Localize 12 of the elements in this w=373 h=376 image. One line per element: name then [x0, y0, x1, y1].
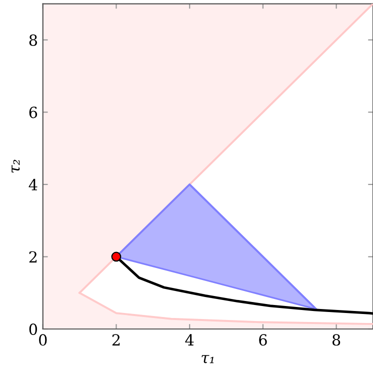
y-tick-label: 8 — [29, 34, 38, 46]
x-tick-label: 2 — [112, 334, 120, 346]
y-tick-label: 0 — [29, 323, 38, 336]
y-tick-label: 6 — [29, 106, 38, 118]
x-tick-label: 8 — [332, 334, 340, 346]
y-tick-label: 2 — [29, 251, 37, 263]
x-tick-label: 4 — [185, 334, 194, 346]
x-axis-title: τ₁ — [202, 355, 214, 364]
x-tick-label: 6 — [259, 334, 267, 346]
y-tick-label: 4 — [28, 178, 38, 190]
y-axis-title: τ₂ — [12, 160, 20, 173]
x-tick-label: 0 — [39, 334, 47, 346]
